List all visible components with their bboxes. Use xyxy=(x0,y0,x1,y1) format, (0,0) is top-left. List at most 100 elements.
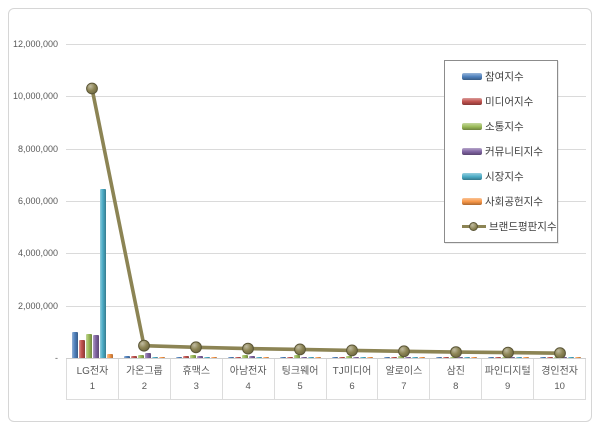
bar-segment xyxy=(235,357,241,358)
legend-label: 미디어지수 xyxy=(485,96,534,108)
bar-segment xyxy=(124,356,130,358)
bar-segment xyxy=(294,355,300,358)
bar-segment xyxy=(287,357,293,358)
bar-segment xyxy=(391,357,397,358)
legend-item-participation: 참여지수 xyxy=(462,64,557,89)
bar-segment xyxy=(315,357,321,358)
bar-segment xyxy=(107,354,113,358)
bar-segment xyxy=(301,357,307,358)
category-rank: 1 xyxy=(89,381,96,392)
y-axis-tick-label: 6,000,000 xyxy=(17,196,58,206)
x-axis-category-labels: LG전자 1 가온그룹 2 휴맥스 3 아남전자 4 팅크웨어 5 TJ미디어 6 알로이스 7 삼진 8 파인… xyxy=(66,358,587,400)
bar-segment xyxy=(471,357,477,358)
y-axis-tick-label: 8,000,000 xyxy=(17,144,58,154)
community-index-swatch-icon xyxy=(462,148,482,155)
legend-item-social: 사회공헌지수 xyxy=(462,189,557,214)
bar-segment xyxy=(159,357,165,358)
bar-segment xyxy=(540,357,546,358)
bar-segment xyxy=(138,355,144,358)
legend-item-brand-reputation: 브랜드평판지수 xyxy=(462,214,557,239)
legend-label: 참여지수 xyxy=(485,71,524,83)
bar-segment xyxy=(464,357,470,358)
y-axis-tick-label: 12,000,000 xyxy=(12,39,58,49)
bar-segment xyxy=(228,357,234,358)
communication-index-swatch-icon xyxy=(462,123,482,130)
bar-segment xyxy=(575,357,581,358)
bar-segment xyxy=(152,357,158,358)
legend-item-media: 미디어지수 xyxy=(462,89,557,114)
bar-segment xyxy=(183,356,189,358)
bar-segment xyxy=(93,335,99,358)
bar-segment xyxy=(412,357,418,358)
bar-segment xyxy=(176,357,182,358)
category-name: 팅크웨어 xyxy=(281,366,319,377)
legend: 참여지수 미디어지수 소통지수 커뮤니티지수 시장지수 사회공헌지수 브랜드평판… xyxy=(444,60,558,243)
category-cell: 팅크웨어 5 xyxy=(273,359,326,399)
category-rank: 6 xyxy=(349,381,355,392)
bar-segment xyxy=(145,353,151,358)
legend-label: 커뮤니티지수 xyxy=(485,146,543,158)
bar-segment xyxy=(190,355,196,358)
category-name: 아남전자 xyxy=(229,366,267,377)
bar-segment xyxy=(263,357,269,358)
media-index-swatch-icon xyxy=(462,98,482,105)
bar-segment xyxy=(242,355,248,358)
bar-segment xyxy=(204,357,210,358)
bar-segment xyxy=(405,357,411,358)
legend-item-communication: 소통지수 xyxy=(462,114,557,139)
market-index-swatch-icon xyxy=(462,173,482,180)
bar-segment xyxy=(488,357,494,358)
bar-segment xyxy=(568,357,574,358)
category-rank: 3 xyxy=(193,381,199,392)
category-cell: LG전자 1 xyxy=(66,359,118,399)
bar-segment xyxy=(256,357,262,358)
y-axis-tick-label: 10,000,000 xyxy=(12,91,58,101)
category-rank: 8 xyxy=(453,381,459,392)
category-name: 파인디지털 xyxy=(484,366,531,377)
category-cell: 아남전자 4 xyxy=(221,359,274,399)
bar-segment xyxy=(367,357,373,358)
category-name: 경인전자 xyxy=(541,366,579,377)
gridline xyxy=(66,306,586,307)
bar-segment xyxy=(332,357,338,358)
category-rank: 2 xyxy=(141,381,147,392)
bar-segment xyxy=(523,357,529,358)
bar-segment xyxy=(436,357,442,358)
bar-segment xyxy=(131,356,137,358)
bar-segment xyxy=(79,340,85,358)
category-name: 휴맥스 xyxy=(182,366,211,377)
category-rank: 5 xyxy=(297,381,303,392)
bar-segment xyxy=(346,356,352,358)
bar-segment xyxy=(211,357,217,358)
bar-segment xyxy=(280,357,286,358)
bar-segment xyxy=(339,357,345,358)
legend-label: 소통지수 xyxy=(485,121,524,133)
bar-segment xyxy=(419,357,425,358)
bar-segment xyxy=(72,332,78,358)
y-axis-tick-label: - xyxy=(55,353,58,363)
gridline xyxy=(66,253,586,254)
category-cell: 파인디지털 9 xyxy=(481,359,533,399)
bar-segment xyxy=(353,357,359,358)
category-name: TJ미디어 xyxy=(332,366,372,377)
category-cell: 알로이스 7 xyxy=(377,359,429,399)
bar-segment xyxy=(308,357,314,358)
category-rank: 4 xyxy=(245,381,251,392)
category-rank: 10 xyxy=(554,381,565,392)
bar-segment xyxy=(197,356,203,358)
bar-segment xyxy=(547,357,553,358)
category-rank: 9 xyxy=(505,381,511,392)
bar-segment xyxy=(86,334,92,358)
category-name: 가온그룹 xyxy=(125,366,163,377)
bar-segment xyxy=(360,357,366,358)
category-cell: 휴맥스 3 xyxy=(169,359,222,399)
legend-label: 브랜드평판지수 xyxy=(489,221,557,233)
category-cell: 삼진 8 xyxy=(429,359,481,399)
legend-item-market: 시장지수 xyxy=(462,164,557,189)
social-contribution-index-swatch-icon xyxy=(462,198,482,205)
category-name: 삼진 xyxy=(446,366,465,377)
bar-segment xyxy=(443,357,449,358)
gridline xyxy=(66,44,586,45)
bar-segment xyxy=(249,356,255,358)
bar-segment xyxy=(384,357,390,358)
